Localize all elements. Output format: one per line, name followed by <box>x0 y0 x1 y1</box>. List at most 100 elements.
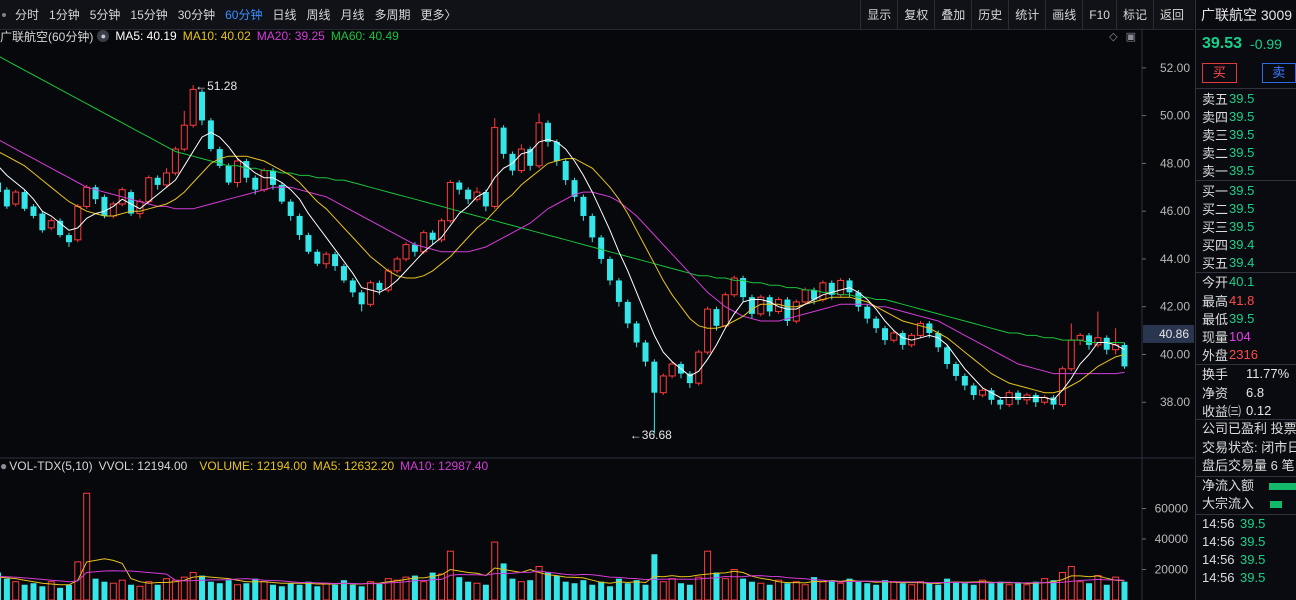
flow-row: 净流入额 <box>1196 477 1296 496</box>
volume-bar <box>792 581 800 600</box>
legend-settings-icon[interactable]: ● <box>97 30 110 42</box>
volume-bar <box>482 584 489 600</box>
diamond-icon[interactable]: ◇ <box>1109 30 1118 43</box>
candle-body <box>233 160 241 184</box>
volume-bar <box>367 581 375 600</box>
stats-label: 最高 <box>1202 293 1229 309</box>
asks-label: 卖一 <box>1202 164 1229 180</box>
candle-body <box>589 215 596 238</box>
quote-sidebar: 广联航空 3009 39.53 -0.99 买 卖 卖五 39.5 卖四 39.5 卖三… <box>1195 0 1296 600</box>
tool-button-7[interactable]: 标记 <box>1115 0 1153 30</box>
tab-period-9[interactable]: 多周期 <box>374 8 411 22</box>
asks-row: 卖三 39.5 <box>1196 125 1296 143</box>
tab-period-3[interactable]: 15分钟 <box>130 8 168 22</box>
asks-value: 39.5 <box>1229 145 1255 161</box>
tool-button-0[interactable]: 显示 <box>860 0 897 30</box>
stat2-value: 0.12 <box>1246 402 1272 418</box>
price-row: 39.53 -0.99 <box>1196 30 1296 58</box>
volume-bar <box>39 586 46 600</box>
candle-body <box>402 244 410 260</box>
annotation-value: 51.28 <box>207 79 237 93</box>
tab-period-5[interactable]: 60分钟 <box>225 8 263 22</box>
volume-bar <box>740 578 747 600</box>
bids-value: 39.5 <box>1229 200 1255 216</box>
candle-body <box>873 318 880 329</box>
volume-bar <box>1005 584 1013 600</box>
candle-body <box>446 182 454 222</box>
candle-body <box>916 322 924 336</box>
bids-label: 买三 <box>1202 219 1229 235</box>
volume-bar <box>163 578 171 600</box>
candle-body <box>615 280 622 302</box>
vol-volume: VOLUME: 12194.00 <box>199 459 307 473</box>
bids-row: 买五 39.4 <box>1196 254 1296 272</box>
asks-value: 39.5 <box>1229 108 1255 124</box>
vol-vvol: VVOL: 12194.00 <box>98 459 188 473</box>
candle-body <box>1121 344 1128 367</box>
candle-body <box>704 308 712 353</box>
tab-period-1[interactable]: 1分钟 <box>49 8 80 22</box>
tool-button-6[interactable]: F10 <box>1082 0 1116 30</box>
candle-body <box>482 192 489 207</box>
asks-value: 39.5 <box>1229 163 1255 179</box>
tab-period-0[interactable]: 分时 <box>15 8 40 22</box>
tool-button-1[interactable]: 复权 <box>897 0 934 30</box>
price-tick-label: 50.00 <box>1160 109 1190 123</box>
window-icon[interactable]: ▣ <box>1125 30 1136 43</box>
candle-body <box>438 220 445 241</box>
candle-body <box>287 201 294 216</box>
candle-body <box>890 332 898 341</box>
volume-bar <box>721 578 729 600</box>
volume-tick-label: 60000 <box>1155 502 1189 516</box>
tool-button-5[interactable]: 画线 <box>1045 0 1082 30</box>
kline-chart: 52.00 50.00 48.00 46.00 44.00 42.00 40.00 38.00… <box>0 30 1194 600</box>
tab-period-8[interactable]: 月线 <box>340 8 365 22</box>
candle-body <box>189 88 197 126</box>
tab-period-2[interactable]: 5分钟 <box>89 8 121 22</box>
menu-dot-icon <box>2 13 6 17</box>
tab-period-4[interactable]: 30分钟 <box>177 8 216 22</box>
vol-name: VOL-TDX(5,10) <box>9 459 93 473</box>
volume-bar <box>828 580 835 600</box>
candle-body <box>509 153 516 171</box>
vol-ma10: MA10: 12987.40 <box>400 459 489 473</box>
tool-button-8[interactable]: 返回 <box>1152 0 1190 30</box>
tab-period-10[interactable]: 更多〉 <box>420 8 457 22</box>
candle-body <box>1094 337 1102 346</box>
volume-bar <box>1103 584 1110 600</box>
bids-label: 买四 <box>1202 238 1229 254</box>
volume-bar <box>83 492 91 600</box>
stat2-row: 净资 6.8 <box>1196 383 1296 401</box>
legend-ma5: MA5: 40.19 <box>115 29 177 43</box>
tab-period-6[interactable]: 日线 <box>272 8 297 22</box>
ma5-line <box>0 131 1125 401</box>
tick-row: 14:56 39.5 <box>1196 569 1296 587</box>
volume-bar <box>952 581 959 600</box>
last-price: 39.53 <box>1202 35 1243 52</box>
candle-body <box>349 280 356 293</box>
volume-bar <box>997 581 1004 600</box>
volume-bar <box>349 584 356 600</box>
tool-button-3[interactable]: 历史 <box>971 0 1008 30</box>
flow-block: 净流入额 大宗流入 <box>1196 475 1296 514</box>
volume-bar <box>47 581 55 600</box>
volume-bar <box>500 563 507 600</box>
volume-bar <box>1050 580 1057 600</box>
tool-button-2[interactable]: 叠加 <box>934 0 971 30</box>
candle-body <box>828 282 835 295</box>
candle-body <box>145 177 153 203</box>
bids-label: 买一 <box>1202 183 1229 199</box>
candle-body <box>961 375 968 386</box>
stat2-label: 收益㈢ <box>1202 403 1242 419</box>
buy-button[interactable]: 买 <box>1202 63 1237 83</box>
volume-bar <box>0 572 1 600</box>
volume-bar <box>465 581 472 600</box>
tab-period-7[interactable]: 周线 <box>306 8 331 22</box>
tick-time: 14:56 <box>1202 534 1235 550</box>
candle-body <box>296 215 303 236</box>
flow-bar <box>1269 482 1296 490</box>
volume-bar <box>624 583 631 600</box>
tool-button-4[interactable]: 统计 <box>1008 0 1045 30</box>
sell-button[interactable]: 卖 <box>1261 63 1296 83</box>
info-block: 公司已盈利 投票 交易状态: 闭市日 盘后交易量 6 笔 <box>1196 419 1296 476</box>
